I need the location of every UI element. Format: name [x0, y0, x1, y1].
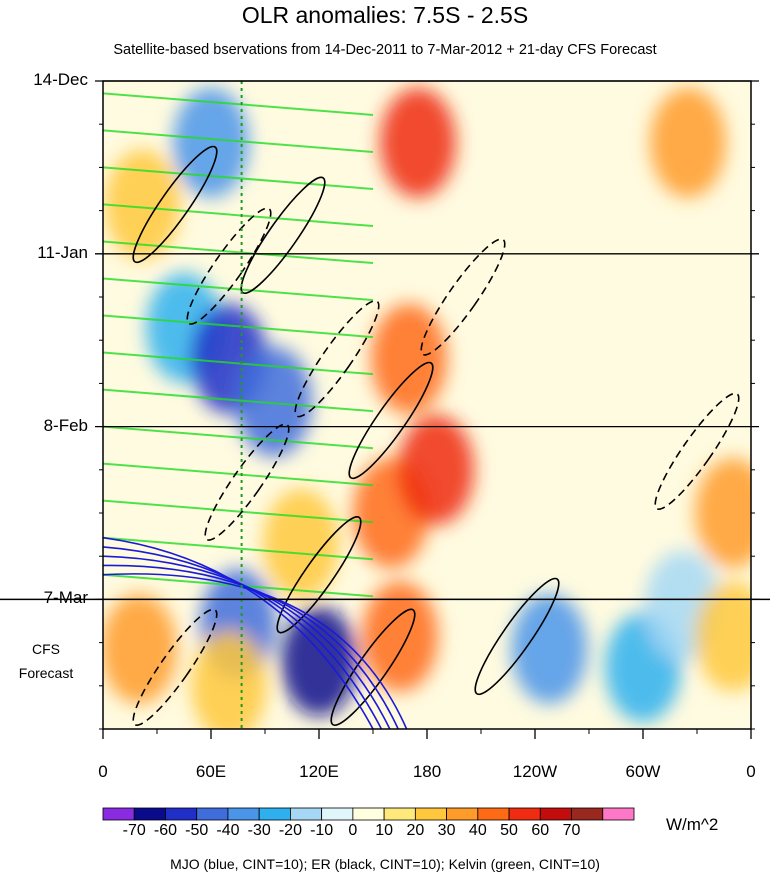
- kelvin-contour: [103, 166, 374, 190]
- forecast-label: CFS Forecast: [6, 637, 86, 685]
- colorbar-swatch: [414, 807, 447, 821]
- colorbar-swatch: [383, 807, 416, 821]
- er-contour: [132, 608, 218, 726]
- colorbar-swatch: [258, 807, 291, 821]
- kelvin-contour: [103, 203, 374, 228]
- colorbar-label: -20: [278, 822, 302, 839]
- x-tick-label: 180: [412, 762, 442, 781]
- colorbar-label: 20: [406, 822, 425, 839]
- anomaly-fill-layer: [103, 87, 751, 729]
- mjo-contours: [103, 536, 408, 729]
- colorbar-label: 60: [531, 822, 550, 839]
- er-contour: [276, 516, 362, 634]
- mjo-contour: [103, 564, 399, 729]
- colorbar-swatch: [508, 807, 541, 821]
- colorbar-swatch: [133, 807, 166, 821]
- anomaly-blob: [362, 581, 438, 692]
- mjo-contour: [103, 546, 383, 729]
- chart-title: OLR anomalies: 7.5S - 2.5S: [241, 2, 529, 28]
- colorbar-label: 10: [375, 822, 394, 839]
- colorbar-swatch: [446, 807, 479, 821]
- kelvin-contour: [103, 462, 374, 487]
- kelvin-contour: [103, 536, 374, 561]
- anomaly-blob: [173, 87, 249, 198]
- anomaly-blob: [236, 346, 312, 457]
- y-tick-label: 11-Jan: [37, 242, 88, 262]
- x-tick-label: 0: [98, 762, 108, 781]
- colorbar-unit: W/m^2: [666, 815, 719, 834]
- anomaly-blob: [695, 458, 751, 568]
- anomaly-blob: [103, 593, 177, 704]
- forecast-label-line-1: CFS: [32, 641, 60, 657]
- mjo-contour: [103, 536, 374, 729]
- colorbar-swatch: [227, 807, 260, 821]
- colorbar-label: 40: [468, 822, 487, 839]
- colorbar-swatch: [602, 807, 635, 821]
- kelvin-contour: [103, 92, 374, 116]
- kelvin-contour: [103, 351, 374, 376]
- y-tick-label: 7-Mar: [43, 588, 88, 608]
- anomaly-blob: [263, 488, 339, 599]
- er-contours: [132, 145, 740, 726]
- kelvin-contour: [103, 240, 374, 265]
- colorbar-swatch: [477, 807, 510, 821]
- er-contour: [654, 392, 740, 510]
- er-contour: [474, 577, 560, 696]
- colorbar-swatch: [539, 807, 572, 821]
- kelvin-contour: [103, 277, 374, 302]
- colorbar-label: -70: [122, 822, 146, 839]
- er-contour: [294, 300, 380, 418]
- x-tick-label: 120E: [299, 762, 339, 781]
- er-contour: [186, 207, 272, 325]
- mjo-contour: [103, 555, 391, 729]
- anomaly-blob: [191, 630, 267, 729]
- kelvin-contour: [103, 129, 374, 153]
- anomaly-blob: [380, 87, 456, 198]
- anomaly-blob: [695, 581, 751, 692]
- er-contour: [348, 361, 434, 480]
- colorbar-swatch: [321, 807, 354, 821]
- colorbar-label: -60: [153, 822, 178, 839]
- er-contour: [132, 145, 218, 264]
- colorbar-swatch: [571, 807, 604, 821]
- colorbar-label: 0: [348, 822, 358, 839]
- legend-note: MJO (blue, CINT=10); ER (black, CINT=10)…: [170, 856, 600, 872]
- colorbar-swatch: [102, 807, 135, 821]
- y-tick-label: 14-Dec: [33, 70, 88, 89]
- kelvin-contour: [103, 499, 374, 524]
- colorbar-label: -10: [310, 822, 334, 839]
- kelvin-contour: [103, 425, 374, 450]
- anomaly-blob: [371, 303, 447, 414]
- forecast-label-line-2: Forecast: [18, 665, 74, 681]
- chart-subtitle: Satellite-based bservations from 14-Dec-…: [113, 42, 657, 58]
- kelvin-contour: [103, 314, 374, 339]
- colorbar-label: -50: [185, 822, 209, 839]
- colorbar-swatch: [196, 807, 229, 821]
- er-contour: [204, 423, 290, 541]
- x-tick-label: 60E: [195, 762, 227, 781]
- anomaly-blob: [650, 87, 726, 198]
- colorbar-swatch: [290, 807, 323, 821]
- anomaly-blob: [511, 593, 588, 704]
- x-tick-label: 60W: [625, 762, 661, 781]
- er-contour: [240, 176, 326, 294]
- colorbar-label: -40: [216, 822, 240, 839]
- colorbar-label: 30: [437, 822, 456, 839]
- er-contour: [420, 238, 506, 356]
- x-tick-label: 0: [746, 762, 756, 781]
- anomaly-blob: [398, 414, 474, 525]
- kelvin-contour: [103, 388, 374, 413]
- mjo-contour: [103, 573, 408, 729]
- colorbar-label: 70: [562, 822, 581, 839]
- anomaly-blob: [281, 606, 357, 717]
- colorbar-label: -30: [247, 822, 271, 839]
- colorbar-label: 50: [500, 822, 518, 839]
- x-tick-label: 120W: [512, 762, 558, 781]
- colorbar-swatch: [352, 807, 385, 821]
- colorbar-swatch: [165, 807, 198, 821]
- y-tick-label: 8-Feb: [43, 415, 88, 435]
- anomaly-blob: [104, 149, 181, 260]
